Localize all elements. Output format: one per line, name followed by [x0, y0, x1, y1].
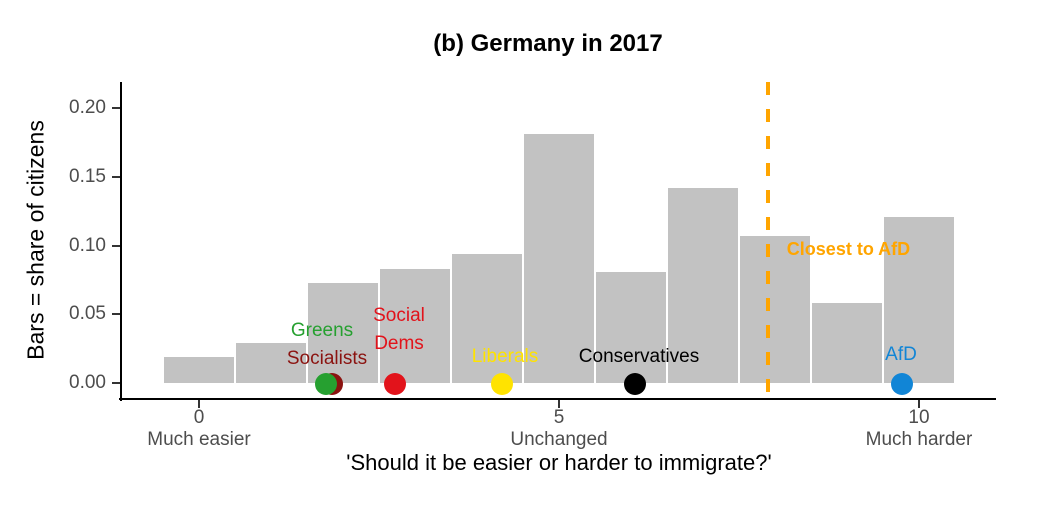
party-dot-liberals	[491, 373, 514, 395]
party-label-greens: Greens	[290, 320, 354, 341]
afd-reference-line	[765, 82, 770, 399]
x-tick-mark	[918, 400, 920, 408]
bar-x4	[452, 253, 522, 383]
bar-x3	[380, 269, 450, 383]
y-tick-label: 0.20	[69, 97, 106, 119]
bar-x5	[524, 134, 594, 383]
party-label-socialists: Socialists	[286, 348, 368, 369]
chart-title: (b) Germany in 2017	[433, 30, 663, 57]
bar-x9	[812, 303, 882, 383]
bar-x8	[740, 236, 810, 383]
bar-x2	[308, 282, 378, 383]
y-tick-mark	[112, 244, 120, 247]
party-label-conservatives: Conservatives	[578, 346, 700, 367]
y-tick-label: 0.15	[69, 166, 106, 188]
party-dot-conservatives	[623, 373, 646, 395]
party-dot-greens	[315, 373, 338, 395]
bar-x10	[884, 216, 954, 383]
x-tick-label: 10	[908, 407, 930, 428]
bar-x6	[596, 271, 666, 383]
party-dot-social-dems	[383, 373, 406, 395]
x-tick-sublabel: Unchanged	[510, 429, 608, 450]
x-tick-sublabel: Much harder	[865, 429, 973, 450]
y-tick-mark	[112, 176, 120, 179]
party-label-afd: AfD	[885, 344, 917, 365]
x-axis-title: 'Should it be easier or harder to immigr…	[346, 450, 772, 475]
bar-x7	[668, 188, 738, 383]
bar-x0	[164, 356, 234, 383]
x-axis-line	[119, 398, 996, 400]
party-dot-afd	[890, 373, 913, 395]
x-tick-label: 0	[193, 407, 205, 428]
afd-reference-line-label: Closest to AfD	[786, 239, 911, 259]
bar-x1	[236, 343, 306, 383]
x-tick-sublabel: Much easier	[147, 429, 251, 450]
y-tick-label: 0.00	[69, 372, 106, 393]
y-axis-line	[120, 82, 122, 401]
y-tick-label: 0.10	[69, 234, 106, 256]
party-label-liberals: Liberals	[471, 346, 539, 367]
y-tick-mark	[112, 313, 120, 316]
party-label-social-dems: Social Dems	[373, 305, 425, 354]
x-tick-mark	[558, 400, 560, 408]
y-tick-mark	[112, 107, 120, 110]
x-tick-mark	[198, 400, 200, 408]
x-tick-label: 5	[553, 407, 565, 428]
y-tick-label: 0.05	[69, 303, 106, 325]
y-tick-mark	[112, 382, 120, 384]
